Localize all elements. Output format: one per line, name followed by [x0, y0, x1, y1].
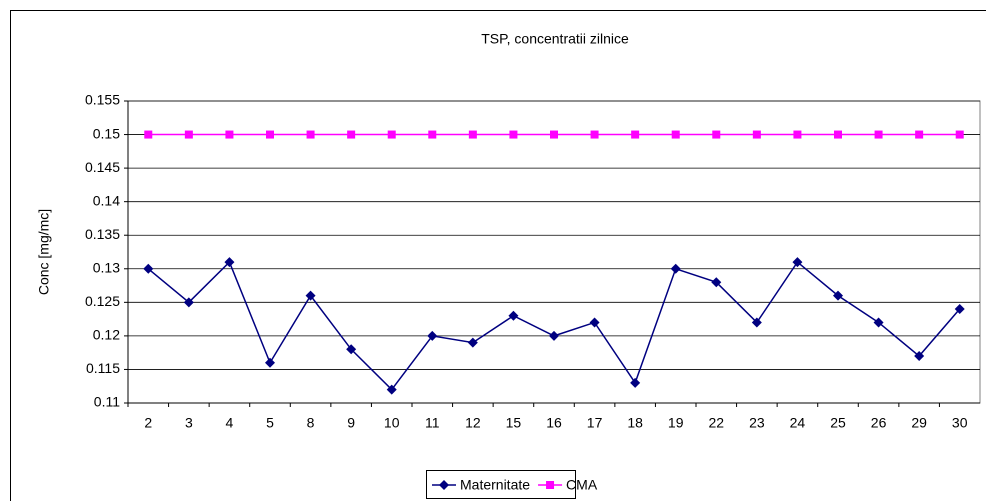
- point: [711, 277, 722, 288]
- y-tick-label: 0.14: [93, 192, 120, 208]
- point: [630, 377, 641, 388]
- x-tick-label: 4: [226, 415, 234, 431]
- point: [347, 130, 356, 139]
- point: [712, 130, 721, 139]
- point: [549, 330, 559, 341]
- point: [346, 344, 357, 355]
- point: [590, 130, 599, 139]
- x-tick-label: 29: [911, 415, 927, 431]
- y-tick-label: 0.12: [93, 327, 120, 343]
- point: [183, 297, 194, 308]
- x-tick-label: 23: [749, 415, 765, 431]
- point: [752, 130, 761, 139]
- point: [266, 130, 274, 139]
- point: [467, 337, 478, 348]
- x-tick-label: 3: [185, 415, 193, 431]
- legend-label: Maternitate: [460, 477, 530, 493]
- x-tick-label: 26: [871, 415, 887, 431]
- legend-marker: [546, 481, 555, 489]
- x-tick-label: 9: [347, 415, 355, 431]
- y-tick-label: 0.125: [85, 293, 120, 309]
- y-tick-label: 0.11: [94, 394, 120, 410]
- point: [954, 304, 965, 315]
- y-tick-label: 0.115: [86, 360, 120, 376]
- point: [428, 130, 437, 139]
- point: [671, 130, 680, 139]
- x-tick-label: 18: [627, 415, 643, 431]
- x-tick-label: 2: [144, 415, 152, 431]
- legend-label: CMA: [566, 477, 598, 493]
- point: [751, 317, 762, 328]
- point: [834, 130, 842, 139]
- y-tick-label: 0.13: [93, 259, 120, 275]
- x-tick-label: 5: [266, 415, 274, 431]
- y-tick-label: 0.15: [93, 125, 120, 141]
- point: [386, 384, 397, 395]
- x-tick-label: 17: [587, 415, 603, 431]
- x-tick-label: 25: [830, 415, 846, 431]
- point: [143, 263, 154, 274]
- point: [873, 317, 884, 328]
- x-tick-label: 8: [307, 415, 315, 431]
- x-tick-label: 19: [668, 415, 684, 431]
- y-tick-label: 0.155: [85, 92, 120, 108]
- point: [508, 310, 519, 321]
- point: [224, 257, 235, 268]
- x-tick-label: 24: [790, 415, 806, 431]
- point: [509, 130, 518, 139]
- point: [955, 130, 964, 139]
- x-tick-label: 15: [506, 415, 522, 431]
- chart-title: TSP, concentratii zilnice: [481, 31, 629, 47]
- point: [225, 130, 234, 139]
- y-tick-label: 0.145: [85, 159, 120, 175]
- y-tick-label: 0.135: [85, 226, 120, 242]
- point: [144, 130, 153, 139]
- y-axis-label: Conc [mg/mc]: [36, 209, 52, 295]
- point: [874, 130, 883, 139]
- point: [833, 290, 843, 301]
- plot-area: [127, 100, 981, 404]
- point: [427, 330, 438, 341]
- point: [387, 130, 396, 139]
- x-tick-label: 11: [425, 415, 440, 431]
- point: [670, 263, 681, 274]
- point: [265, 357, 275, 368]
- legend-marker: [439, 480, 449, 490]
- point: [914, 351, 925, 362]
- point: [306, 130, 315, 139]
- x-tick-label: 22: [708, 415, 724, 431]
- x-tick-label: 12: [465, 415, 481, 431]
- point: [793, 130, 802, 139]
- x-tick-label: 30: [952, 415, 968, 431]
- x-tick-label: 16: [546, 415, 562, 431]
- point: [468, 130, 477, 139]
- point: [589, 317, 600, 328]
- point: [631, 130, 640, 139]
- point: [184, 130, 193, 139]
- point: [792, 257, 803, 268]
- point: [915, 130, 924, 139]
- point: [550, 130, 558, 139]
- x-tick-label: 10: [384, 415, 400, 431]
- point: [305, 290, 316, 301]
